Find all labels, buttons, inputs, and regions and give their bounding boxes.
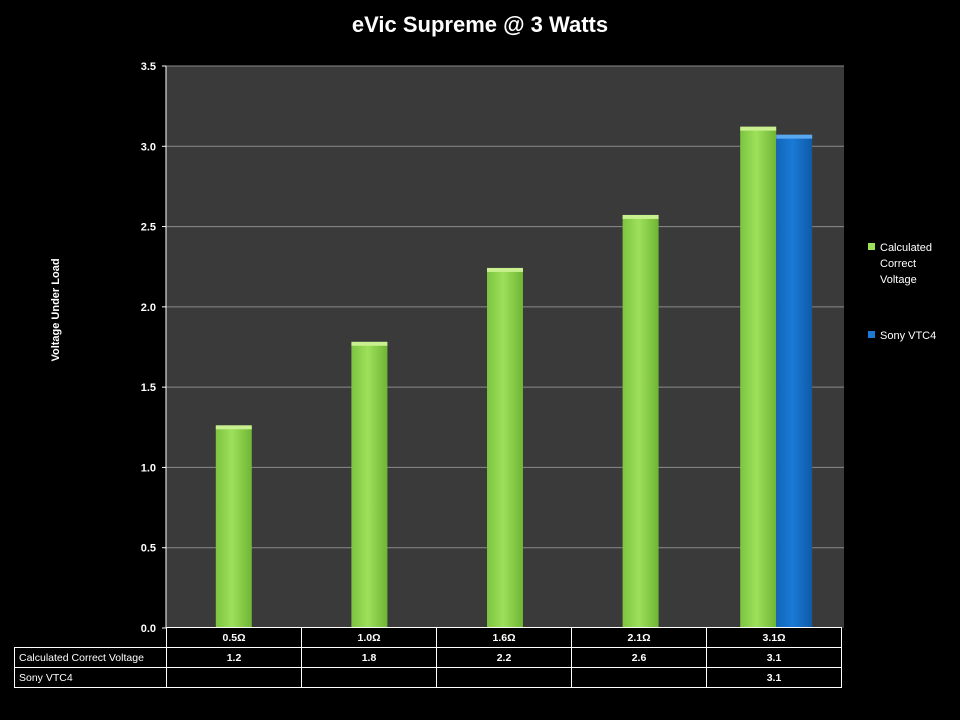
table-cell <box>571 667 707 688</box>
table-row-label: Calculated Correct Voltage <box>14 647 167 668</box>
y-tick-label: 3.0 <box>141 141 156 153</box>
table-header-cell: 1.6Ω <box>436 627 572 648</box>
table-header-cell: 3.1Ω <box>706 627 842 648</box>
y-tick-label: 2.5 <box>141 222 156 234</box>
bar-top <box>215 425 252 430</box>
y-tick-label: 1.0 <box>141 462 156 474</box>
y-axis-label: Voltage Under Load <box>50 258 62 362</box>
legend-swatch-calculated <box>868 243 875 250</box>
table-corner <box>15 628 167 648</box>
table-cell: 2.6 <box>571 647 707 668</box>
table-row-vtc4: Sony VTC4 3.1 <box>14 667 842 688</box>
bar <box>622 216 659 629</box>
table-cell: 1.2 <box>166 647 302 668</box>
legend: Calculated Correct Voltage Sony VTC4 <box>868 240 958 384</box>
legend-item-calculated: Calculated Correct Voltage <box>868 240 958 288</box>
legend-label-calculated-line3: Voltage <box>880 274 917 286</box>
table-header-cell: 2.1Ω <box>571 627 707 648</box>
table-header-cell: 1.0Ω <box>301 627 437 648</box>
legend-item-vtc4: Sony VTC4 <box>868 328 958 344</box>
y-tick-label: 2.0 <box>141 302 156 314</box>
legend-label-calculated-line1: Calculated <box>880 242 932 254</box>
legend-swatch-vtc4 <box>868 331 875 338</box>
table-cell <box>301 667 437 688</box>
chart-title: eVic Supreme @ 3 Watts <box>351 12 609 37</box>
bar <box>351 343 388 628</box>
y-tick-label: 3.5 <box>141 61 156 73</box>
y-tick-label: 0.0 <box>141 623 156 635</box>
y-tick-label: 0.5 <box>141 543 156 555</box>
bar-top <box>740 126 777 131</box>
table-header-row: 0.5Ω 1.0Ω 1.6Ω 2.1Ω 3.1Ω <box>15 627 842 648</box>
table-cell: 3.1 <box>706 667 842 688</box>
table-cell: 3.1 <box>706 647 842 668</box>
table-cell <box>436 667 572 688</box>
legend-label-calculated-line2: Correct <box>880 258 917 270</box>
table-cell: 2.2 <box>436 647 572 668</box>
bar <box>740 128 777 628</box>
bar-top <box>487 267 523 272</box>
y-tick-label: 1.5 <box>141 382 156 394</box>
bar <box>215 427 252 628</box>
bar-top <box>622 214 659 219</box>
table-row-label: Sony VTC4 <box>14 667 167 688</box>
bar <box>487 269 523 628</box>
table-row-calculated: Calculated Correct Voltage 1.2 1.8 2.2 2… <box>14 647 842 668</box>
bar-top <box>351 341 388 346</box>
bar-top <box>776 134 813 139</box>
table-cell: 1.8 <box>301 647 437 668</box>
bar <box>776 136 813 628</box>
table-cell <box>166 667 302 688</box>
legend-label-vtc4: Sony VTC4 <box>880 330 937 342</box>
data-table: 0.5Ω 1.0Ω 1.6Ω 2.1Ω 3.1Ω Calculated Corr… <box>14 627 842 688</box>
table-header-cell: 0.5Ω <box>166 627 302 648</box>
